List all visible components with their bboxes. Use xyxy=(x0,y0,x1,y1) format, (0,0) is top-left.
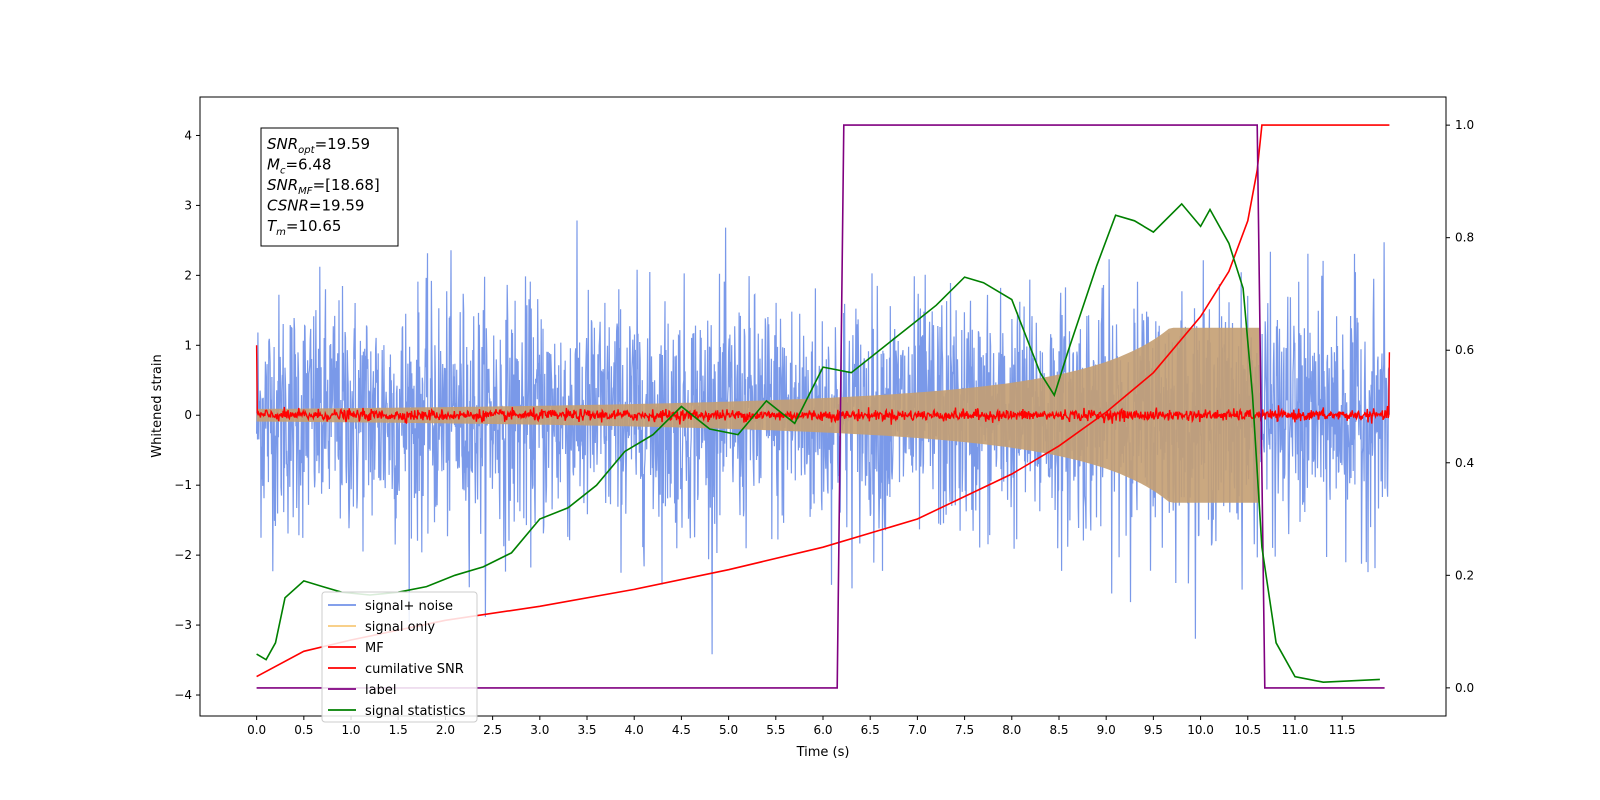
x-tick-label: 5.5 xyxy=(766,723,785,737)
legend-label: signal only xyxy=(365,620,435,635)
y-tick-label: −4 xyxy=(174,688,192,702)
x-tick-label: 2.0 xyxy=(436,723,455,737)
annotation-line: Mc=6.48 xyxy=(267,156,331,177)
y-tick-label: −3 xyxy=(174,618,192,632)
x-tick-label: 3.0 xyxy=(530,723,549,737)
series-label xyxy=(256,124,1385,689)
y2-tick-label: 0.2 xyxy=(1455,568,1474,582)
x-tick-label: 0.5 xyxy=(294,723,313,737)
annotation-line: Tm=10.65 xyxy=(267,217,341,238)
y-tick-label: 1 xyxy=(184,338,192,352)
x-tick-label: 7.0 xyxy=(908,723,927,737)
x-tick-label: 4.0 xyxy=(625,723,644,737)
x-tick-label: 3.5 xyxy=(577,723,596,737)
x-tick-label: 1.5 xyxy=(389,723,408,737)
x-tick-label: 10.5 xyxy=(1234,723,1261,737)
y-tick-label: −2 xyxy=(174,548,192,562)
y2-tick-label: 1.0 xyxy=(1455,118,1474,132)
x-tick-label: 11.0 xyxy=(1282,723,1309,737)
y2-tick-label: 0.6 xyxy=(1455,343,1474,357)
legend-label: signal statistics xyxy=(365,704,466,719)
y-tick-label: 2 xyxy=(184,268,192,282)
legend-label: label xyxy=(365,683,396,698)
x-tick-label: 8.0 xyxy=(1002,723,1021,737)
x-tick-label: 6.0 xyxy=(813,723,832,737)
y-axis-label: Whitened strain xyxy=(150,354,165,457)
x-tick-label: 5.0 xyxy=(719,723,738,737)
x-tick-label: 9.0 xyxy=(1097,723,1116,737)
y-tick-label: −1 xyxy=(174,478,192,492)
x-tick-label: 9.5 xyxy=(1144,723,1163,737)
annotation-line: SNRMF=[18.68] xyxy=(267,176,380,197)
series-mf xyxy=(255,345,1391,425)
annotation-line: CSNR=19.59 xyxy=(267,197,364,215)
legend: signal+ noise signal only MF cumilative SNR… xyxy=(321,591,478,723)
x-tick-label: 10.0 xyxy=(1187,723,1214,737)
annotation-box xyxy=(260,127,399,247)
x-tick-label: 6.5 xyxy=(861,723,880,737)
legend-label: cumilative SNR xyxy=(365,662,464,677)
y-tick-label: 0 xyxy=(184,408,192,422)
x-tick-label: 0.0 xyxy=(247,723,266,737)
y2-tick-label: 0.0 xyxy=(1455,681,1474,695)
x-axis-label: Time (s) xyxy=(796,745,850,760)
y2-tick-label: 0.4 xyxy=(1455,456,1474,470)
y2-tick-label: 0.8 xyxy=(1455,231,1474,245)
stats-annotation: SNRopt=19.59Mc=6.48SNRMF=[18.68]CSNR=19.… xyxy=(260,127,399,247)
legend-box xyxy=(321,591,478,723)
y-tick-label: 3 xyxy=(184,198,192,212)
x-tick-label: 4.5 xyxy=(672,723,691,737)
x-tick-label: 1.0 xyxy=(341,723,360,737)
x-tick-label: 2.5 xyxy=(483,723,502,737)
annotation-line: SNRopt=19.59 xyxy=(267,135,370,156)
x-tick-label: 7.5 xyxy=(955,723,974,737)
legend-label: MF xyxy=(365,641,384,656)
y-tick-label: 4 xyxy=(184,128,192,142)
legend-label: signal+ noise xyxy=(365,599,453,614)
x-tick-label: 11.5 xyxy=(1329,723,1356,737)
x-tick-label: 8.5 xyxy=(1049,723,1068,737)
